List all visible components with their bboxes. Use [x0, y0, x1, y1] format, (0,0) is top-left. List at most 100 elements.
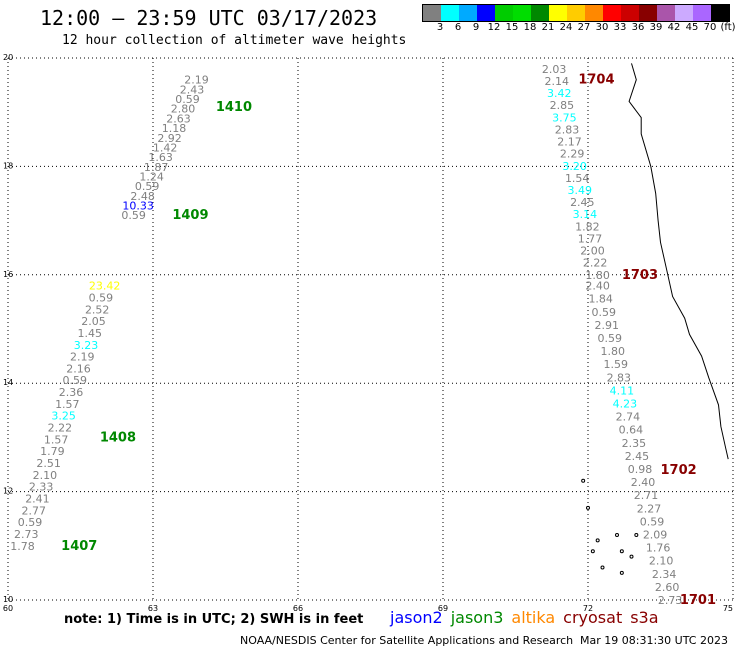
wave-height-label: 1.80	[585, 269, 610, 282]
colorbar-label: 21	[541, 22, 555, 33]
colorbar-label: 36	[631, 22, 645, 33]
pass-number-label: 1704	[578, 73, 614, 88]
colorbar-label: 18	[523, 22, 537, 33]
wave-height-label: 1.24	[139, 170, 164, 183]
wave-height-label: 2.16	[66, 362, 91, 375]
pass-number-label: 1410	[216, 100, 252, 115]
wave-height-label: 2.45	[625, 450, 650, 463]
colorbar-label: 12	[487, 22, 501, 33]
y-tick-label: 18	[3, 161, 13, 170]
wave-height-label: 2.52	[85, 303, 110, 316]
colorbar-swatch	[549, 5, 567, 21]
colorbar-swatch	[531, 5, 549, 21]
coastline	[628, 63, 729, 460]
pass-number-label: 1701	[680, 593, 716, 608]
wave-height-label: 2.43	[180, 83, 205, 96]
island	[600, 565, 605, 570]
island	[629, 554, 634, 559]
wave-height-label: 2.09	[643, 529, 668, 542]
wave-height-label: 2.00	[580, 245, 605, 258]
credit-text: NOAA/NESDIS Center for Satellite Applica…	[240, 634, 574, 647]
wave-height-label: 2.10	[33, 469, 58, 482]
timestamp-text: Mar 19 08:31:30 UTC 2023	[580, 634, 728, 647]
colorbar-swatch	[711, 5, 729, 21]
colorbar-swatch	[567, 5, 585, 21]
wave-height-label: 0.59	[121, 209, 146, 222]
colorbar-swatch	[423, 5, 441, 21]
wave-height-label: 2.60	[655, 581, 680, 594]
island	[619, 570, 624, 575]
colorbar-label: 70	[703, 22, 717, 33]
x-tick-label: 63	[148, 604, 158, 613]
wave-height-label: 2.71	[634, 489, 659, 502]
wave-height-label: 2.22	[48, 422, 73, 435]
island	[615, 532, 619, 537]
wave-height-label: 2.14	[544, 75, 569, 88]
wave-height-label: 2.10	[649, 555, 674, 568]
wave-height-label: 1.82	[575, 220, 600, 233]
wave-height-label: 2.51	[36, 457, 61, 470]
wave-height-label: 0.59	[598, 332, 623, 345]
island	[581, 478, 586, 483]
wave-height-label: 2.05	[81, 315, 106, 328]
wave-height-label: 2.74	[616, 411, 641, 424]
island	[595, 538, 600, 543]
colorbar-swatch	[495, 5, 513, 21]
footer-note: note: 1) Time is in UTC; 2) SWH is in fe…	[64, 612, 364, 627]
colorbar-swatch	[657, 5, 675, 21]
wave-height-label: 3.20	[562, 160, 587, 173]
y-tick-label: 10	[3, 595, 13, 604]
legend-jason3: jason3	[450, 608, 504, 627]
wave-height-label: 2.77	[21, 504, 46, 517]
x-tick-label: 75	[723, 604, 733, 613]
colorbar-label: 45	[685, 22, 699, 33]
legend-jason2: jason2	[390, 608, 443, 627]
colorbar-swatch	[639, 5, 657, 21]
wave-height-colorbar	[422, 4, 730, 22]
wave-height-label: 2.27	[637, 502, 662, 515]
colorbar-swatch	[441, 5, 459, 21]
colorbar-label: 39	[649, 22, 663, 33]
wave-height-label: 10.33	[122, 200, 154, 213]
wave-height-label: 1.84	[588, 293, 613, 306]
colorbar-label: 30	[595, 22, 609, 33]
wave-height-label: 2.40	[585, 280, 610, 293]
wave-height-label: 2.45	[570, 196, 595, 209]
pass-number-label: 1408	[100, 430, 136, 445]
x-tick-label: 69	[438, 604, 448, 613]
wave-height-label: 2.48	[130, 190, 155, 203]
wave-height-label: 2.83	[607, 371, 632, 384]
colorbar-label: 42	[667, 22, 681, 33]
y-tick-label: 12	[3, 487, 13, 496]
wave-height-label: 0.59	[63, 374, 88, 387]
colorbar-label: 3	[436, 22, 444, 33]
colorbar-label: 9	[472, 22, 480, 33]
wave-height-label: 2.63	[166, 112, 191, 125]
wave-height-label: 2.91	[594, 319, 619, 332]
legend-s3a: s3a	[630, 608, 659, 627]
colorbar-label: 33	[613, 22, 627, 33]
y-tick-label: 16	[3, 270, 13, 279]
wave-height-label: 1.78	[10, 540, 35, 553]
colorbar-swatch	[513, 5, 531, 21]
wave-height-label: 2.40	[631, 476, 656, 489]
wave-height-label: 0.59	[89, 291, 114, 304]
x-tick-label: 60	[3, 604, 13, 613]
colorbar-label: (ft)	[720, 22, 736, 33]
colorbar-swatch	[603, 5, 621, 21]
wave-height-label: 1.77	[578, 232, 603, 245]
wave-height-label: 0.64	[619, 424, 644, 437]
colorbar-swatch	[693, 5, 711, 21]
chart-subtitle: 12 hour collection of altimeter wave hei…	[62, 33, 407, 48]
wave-height-label: 2.19	[70, 351, 95, 364]
wave-height-label: 0.59	[175, 93, 200, 106]
wave-height-label: 3.23	[74, 339, 99, 352]
wave-height-label: 2.92	[157, 132, 182, 145]
wave-height-label: 23.42	[89, 280, 121, 293]
wave-height-label: 1.42	[153, 141, 178, 154]
wave-height-label: 1.59	[604, 358, 629, 371]
wave-height-label: 0.59	[640, 515, 665, 528]
wave-height-label: 2.73	[14, 528, 39, 541]
chart-title: 12:00 – 23:59 UTC 03/17/2023	[40, 6, 378, 30]
